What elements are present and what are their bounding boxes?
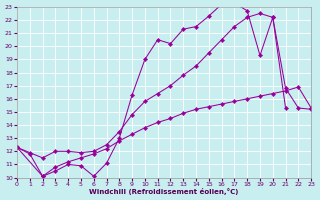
X-axis label: Windchill (Refroidissement éolien,°C): Windchill (Refroidissement éolien,°C) <box>89 188 239 195</box>
